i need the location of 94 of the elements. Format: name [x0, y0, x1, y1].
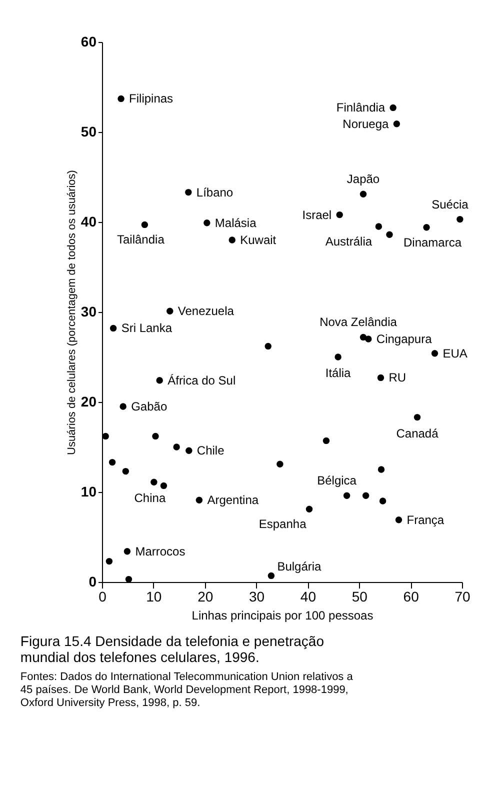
- annotation: Tailândia: [117, 232, 165, 247]
- annotation: China: [134, 491, 166, 506]
- point: [160, 482, 168, 490]
- annotation: EUA: [442, 346, 468, 360]
- point: [322, 437, 330, 444]
- point: [386, 231, 393, 238]
- point: [276, 460, 284, 468]
- annotation: Canadá: [396, 426, 439, 440]
- point: [334, 354, 342, 360]
- point: [110, 324, 117, 332]
- point: [268, 572, 275, 580]
- point: [360, 190, 367, 198]
- point: [166, 308, 174, 314]
- point: [336, 211, 343, 218]
- point: [390, 104, 396, 112]
- y-tick-label: 30: [80, 304, 97, 320]
- point: [150, 478, 158, 486]
- x-tick-label: 0: [98, 588, 107, 604]
- annotation: RU: [388, 370, 406, 385]
- point: [377, 374, 384, 382]
- annotation: África do Sul: [168, 373, 236, 388]
- y-tick-label: 40: [80, 214, 97, 230]
- point: [264, 342, 272, 350]
- annotation: Líbano: [196, 185, 234, 200]
- annotation: Itália: [325, 366, 352, 380]
- annotation: Cingapura: [376, 332, 432, 346]
- x-tick-label: 50: [352, 588, 368, 604]
- annotation: Malásia: [214, 216, 257, 230]
- x-tick-label: 60: [403, 588, 420, 604]
- point: [204, 220, 210, 226]
- annotation: Venezuela: [178, 304, 234, 318]
- annotation: Marrocos: [135, 544, 186, 558]
- point: [393, 120, 400, 128]
- point: [196, 496, 203, 504]
- annotation: Dinamarca: [404, 235, 462, 250]
- point: [124, 548, 131, 555]
- annotation: Bélgica: [317, 474, 357, 488]
- point: [141, 221, 148, 228]
- point: [118, 95, 124, 102]
- annotation: Espanha: [258, 517, 307, 532]
- point: [186, 447, 192, 454]
- x-tick-label: 70: [454, 588, 470, 604]
- point: [185, 188, 192, 196]
- annotation: Gabão: [131, 400, 168, 414]
- point: [120, 403, 126, 410]
- annotation: Noruega: [342, 116, 390, 131]
- x-axis-title: Linhas principais por 100 pessoas: [192, 608, 374, 622]
- annotation: Bulgária: [277, 560, 322, 574]
- point: [156, 377, 163, 384]
- point: [378, 466, 385, 473]
- y-tick-label: 60: [80, 34, 97, 50]
- x-tick-label: 40: [300, 588, 316, 604]
- point: [456, 216, 464, 223]
- x-tick-label: 30: [248, 588, 265, 604]
- annotation: Suécia: [432, 197, 469, 212]
- annotation: França: [406, 512, 444, 527]
- point: [375, 223, 382, 230]
- annotation: Chile: [196, 444, 225, 458]
- point: [360, 334, 367, 341]
- annotation: Sri Lanka: [121, 321, 172, 336]
- y-tick-label: 10: [80, 484, 97, 500]
- annotation: Israel: [302, 208, 332, 222]
- text: Figura 15.4 Densidade da telefonia e penetração mundial dos telefones celulares, 1996.: [20, 633, 324, 665]
- annotation: Nova Zelândia: [320, 315, 398, 330]
- y-tick-label: 50: [80, 124, 97, 140]
- point: [379, 498, 386, 504]
- y-tick-label: 20: [80, 394, 97, 410]
- text: Fontes: Dados do International Telecommunication Union relativos a 45 países. De World Bank, World Development Report, 1998-1999, Oxford University Press, 1998, p. 59.: [20, 671, 354, 709]
- point: [106, 558, 113, 565]
- y-axis-title: Usuários de celulares (porcentagem de todos os usuários): [66, 170, 78, 455]
- annotation: Filipinas: [129, 92, 174, 106]
- annotation: Finlândia: [336, 100, 386, 115]
- point: [431, 350, 438, 357]
- point: [108, 458, 116, 466]
- annotation: Kuwait: [240, 233, 277, 247]
- annotation: Argentina: [207, 493, 259, 508]
- y-tick-label: 0: [88, 574, 97, 590]
- x-tick-label: 10: [146, 588, 162, 604]
- annotation: Austrália: [325, 234, 372, 248]
- point: [102, 432, 109, 440]
- point: [152, 432, 159, 440]
- point: [306, 506, 313, 512]
- point: [173, 444, 180, 450]
- x-tick-label: 20: [198, 588, 214, 604]
- point: [395, 516, 402, 524]
- point: [365, 336, 372, 342]
- point: [362, 492, 370, 499]
- point: [125, 576, 132, 583]
- point: [343, 492, 350, 499]
- annotation: Japão: [346, 172, 380, 186]
- point: [122, 468, 130, 475]
- point: [414, 414, 421, 421]
- point: [228, 236, 236, 244]
- point: [423, 224, 430, 231]
